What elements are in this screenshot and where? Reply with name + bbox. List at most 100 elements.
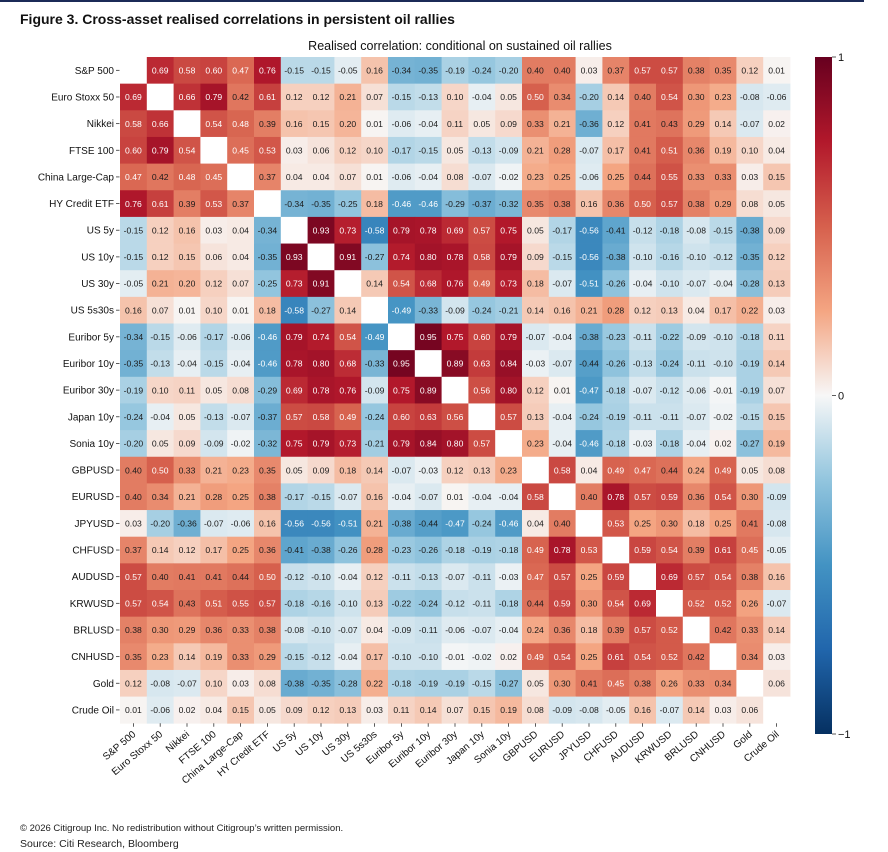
cell-value-label: -0.04	[177, 359, 197, 369]
heatmap-cell	[548, 696, 576, 724]
cell-value-label: 0.75	[393, 385, 410, 395]
row-label-audusd: AUDUSD	[72, 572, 114, 583]
heatmap-cell	[441, 136, 469, 164]
cell-value-label: 0.21	[554, 119, 571, 129]
cell-value-label: 0.25	[581, 652, 598, 662]
cell-value-label: 0.23	[152, 652, 169, 662]
heatmap-cell	[388, 83, 416, 111]
cell-value-label: 0.22	[741, 305, 758, 315]
cell-value-label: 0.13	[527, 412, 544, 422]
heatmap-cell	[575, 83, 603, 111]
cell-value-label: -0.07	[338, 492, 358, 502]
heatmap-cell	[629, 376, 657, 404]
heatmap-cell	[414, 136, 442, 164]
heatmap-cell	[441, 83, 469, 111]
cell-value-label: 0.12	[339, 145, 356, 155]
cell-value-label: -0.19	[445, 66, 465, 76]
cell-value-label: 0.69	[125, 92, 142, 102]
cell-value-label: -0.13	[418, 572, 438, 582]
cell-value-label: 0.40	[527, 66, 544, 76]
cell-value-label: 0.66	[179, 92, 196, 102]
heatmap-cell	[736, 216, 764, 244]
heatmap-cell	[227, 430, 255, 458]
cell-value-label: -0.33	[365, 359, 385, 369]
heatmap-cell	[682, 616, 710, 644]
heatmap-cell	[254, 696, 282, 724]
heatmap-cell	[763, 110, 791, 138]
cell-value-label: -0.18	[499, 545, 519, 555]
cell-value-label: -0.34	[392, 66, 412, 76]
cell-value-label: 0.04	[366, 625, 383, 635]
cell-value-label: -0.25	[258, 279, 278, 289]
heatmap-cell	[280, 456, 308, 484]
cell-value-label: 0.49	[527, 652, 544, 662]
heatmap-cell	[548, 669, 576, 697]
heatmap-cell	[120, 163, 148, 191]
cell-value-label: 0.12	[286, 92, 303, 102]
heatmap-cell	[656, 590, 684, 618]
cell-value-label: -0.46	[392, 199, 412, 209]
cell-value-label: -0.09	[392, 625, 412, 635]
cell-value-label: 0.35	[715, 66, 732, 76]
cell-value-label: -0.11	[633, 412, 652, 422]
heatmap-cell	[307, 430, 335, 458]
heatmap-cell	[495, 510, 523, 538]
heatmap-cell	[200, 669, 228, 697]
heatmap-cell	[709, 243, 737, 271]
heatmap-cell	[120, 57, 148, 85]
cell-value-label: 0.53	[205, 199, 222, 209]
cell-value-label: 0.12	[313, 92, 330, 102]
heatmap-cell	[227, 510, 255, 538]
cell-value-label: 0.18	[581, 625, 598, 635]
heatmap-cell	[200, 456, 228, 484]
cell-value-label: 0.16	[259, 519, 276, 529]
heatmap-cell	[656, 483, 684, 511]
cell-value-label: 0.51	[661, 145, 678, 155]
heatmap-cell	[468, 216, 496, 244]
cell-value-label: 0.48	[232, 119, 249, 129]
cell-value-label: -0.37	[472, 199, 492, 209]
heatmap-cell	[120, 536, 148, 564]
heatmap-cell	[736, 376, 764, 404]
row-label-china-large-cap: China Large-Cap	[38, 172, 115, 183]
heatmap-cell	[602, 190, 630, 218]
cell-value-label: -0.07	[445, 572, 465, 582]
cell-value-label: 0.23	[715, 92, 732, 102]
cell-value-label: 0.57	[634, 492, 651, 502]
cell-value-label: -0.15	[311, 66, 331, 76]
cell-value-label: 0.14	[152, 545, 169, 555]
cell-value-label: 0.24	[688, 465, 705, 475]
heatmap-cell	[120, 510, 148, 538]
heatmap-cell	[522, 376, 550, 404]
heatmap-cell	[307, 696, 335, 724]
cell-value-label: 0.79	[393, 225, 410, 235]
cell-value-label: 0.06	[205, 252, 222, 262]
heatmap-cell	[682, 350, 710, 378]
cell-value-label: 0.05	[473, 119, 490, 129]
heatmap-cell	[227, 110, 255, 138]
heatmap-cell	[414, 243, 442, 271]
cell-value-label: 0.57	[125, 572, 142, 582]
cell-value-label: -0.03	[526, 359, 546, 369]
cell-value-label: -0.04	[392, 492, 412, 502]
cell-value-label: -0.46	[418, 199, 438, 209]
cell-value-label: -0.11	[472, 572, 491, 582]
cell-value-label: 0.13	[339, 705, 356, 715]
cell-value-label: 0.91	[339, 252, 356, 262]
row-label-gbpusd: GBPUSD	[72, 466, 114, 477]
cell-value-label: -0.09	[204, 439, 224, 449]
heatmap-cell	[120, 376, 148, 404]
heatmap-cell	[334, 83, 362, 111]
cell-value-label: 0.03	[205, 225, 222, 235]
cell-value-label: 0.79	[393, 439, 410, 449]
cell-value-label: 0.37	[259, 172, 276, 182]
cell-value-label: 0.39	[259, 119, 276, 129]
heatmap-cell	[441, 430, 469, 458]
heatmap-cell	[200, 536, 228, 564]
heatmap-cell	[468, 563, 496, 591]
heatmap-cell	[200, 563, 228, 591]
heatmap-cell	[146, 136, 174, 164]
cell-value-label: 0.69	[286, 385, 303, 395]
cell-value-label: 0.47	[527, 572, 544, 582]
heatmap-cell	[575, 270, 603, 298]
